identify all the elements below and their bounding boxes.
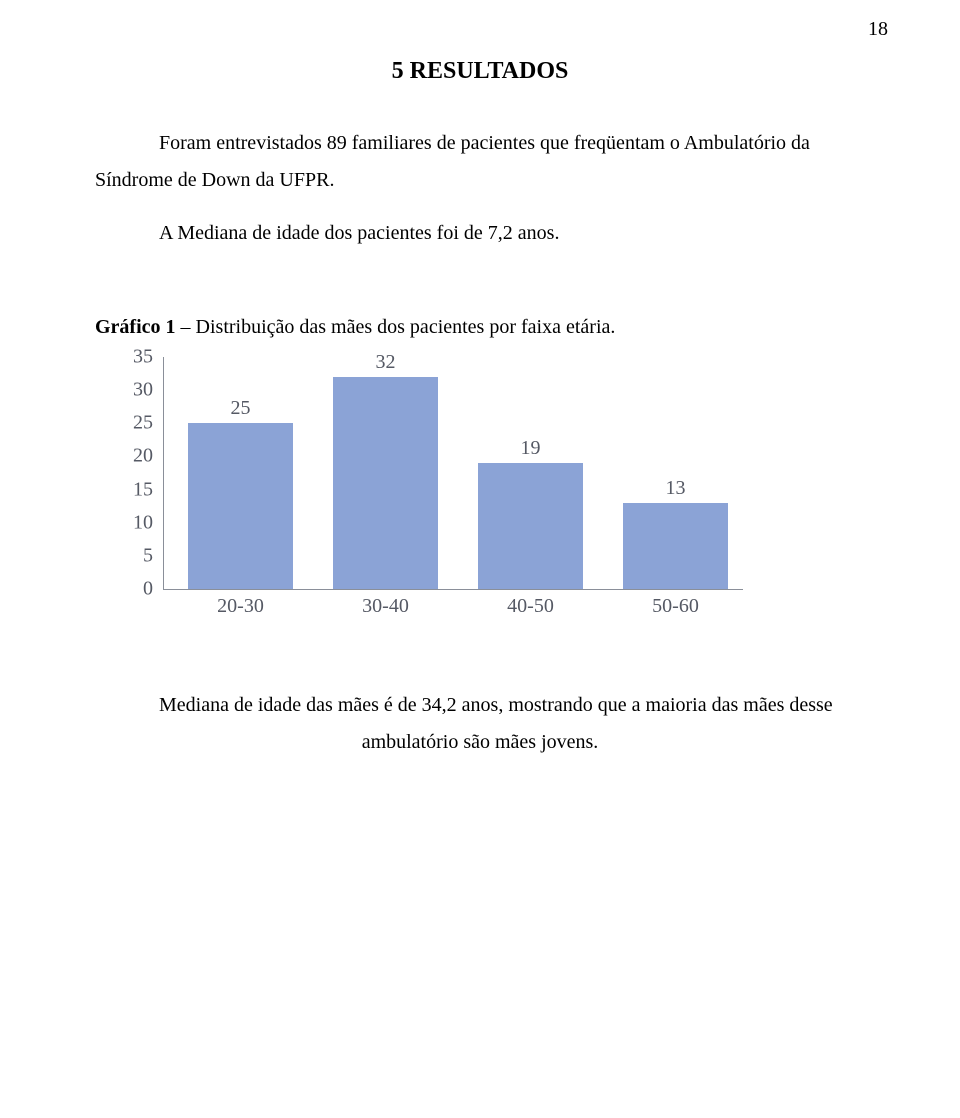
x-tick-label: 30-40 — [362, 595, 409, 618]
x-axis-line — [163, 589, 743, 590]
y-tick-label: 5 — [117, 544, 153, 567]
x-axis-labels: 20-30 30-40 40-50 50-60 — [163, 595, 743, 617]
bar-value-label: 25 — [188, 397, 293, 420]
conclusion: Mediana de idade das mães é de 34,2 anos… — [95, 687, 865, 761]
paragraph-1b: Síndrome de Down da UFPR. — [95, 162, 865, 199]
bar: 13 — [623, 503, 728, 589]
chart-caption-text: – Distribuição das mães dos pacientes po… — [181, 316, 616, 338]
chart-caption: Gráfico 1 – Distribuição das mães dos pa… — [95, 316, 865, 339]
y-tick-label: 30 — [117, 379, 153, 402]
page-number: 18 — [868, 18, 888, 41]
conclusion-line-1: Mediana de idade das mães é de 34,2 anos… — [95, 687, 865, 724]
chart-caption-label: Gráfico 1 — [95, 316, 181, 338]
bar-value-label: 32 — [333, 351, 438, 374]
x-tick-label: 40-50 — [507, 595, 554, 618]
y-tick-label: 10 — [117, 511, 153, 534]
bar-value-label: 19 — [478, 437, 583, 460]
y-tick-label: 25 — [117, 412, 153, 435]
bar: 25 — [188, 423, 293, 589]
y-tick-label: 15 — [117, 478, 153, 501]
bar: 19 — [478, 463, 583, 589]
y-axis: 05101520253035 — [115, 357, 159, 589]
plot-area: 25321913 — [163, 357, 743, 589]
paragraph-2: A Mediana de idade dos pacientes foi de … — [95, 215, 865, 252]
bar-chart: 05101520253035 25321913 20-3030-4040-505… — [115, 357, 755, 617]
y-tick-label: 35 — [117, 346, 153, 369]
x-tick-label: 50-60 — [652, 595, 699, 618]
y-tick-label: 0 — [117, 578, 153, 601]
bar: 32 — [333, 377, 438, 589]
conclusion-line-2: ambulatório são mães jovens. — [95, 724, 865, 761]
x-tick-label: 20-30 — [217, 595, 264, 618]
section-title: 5 RESULTADOS — [95, 58, 865, 85]
bar-value-label: 13 — [623, 477, 728, 500]
paragraph-1a: Foram entrevistados 89 familiares de pac… — [95, 125, 865, 162]
y-tick-label: 20 — [117, 445, 153, 468]
